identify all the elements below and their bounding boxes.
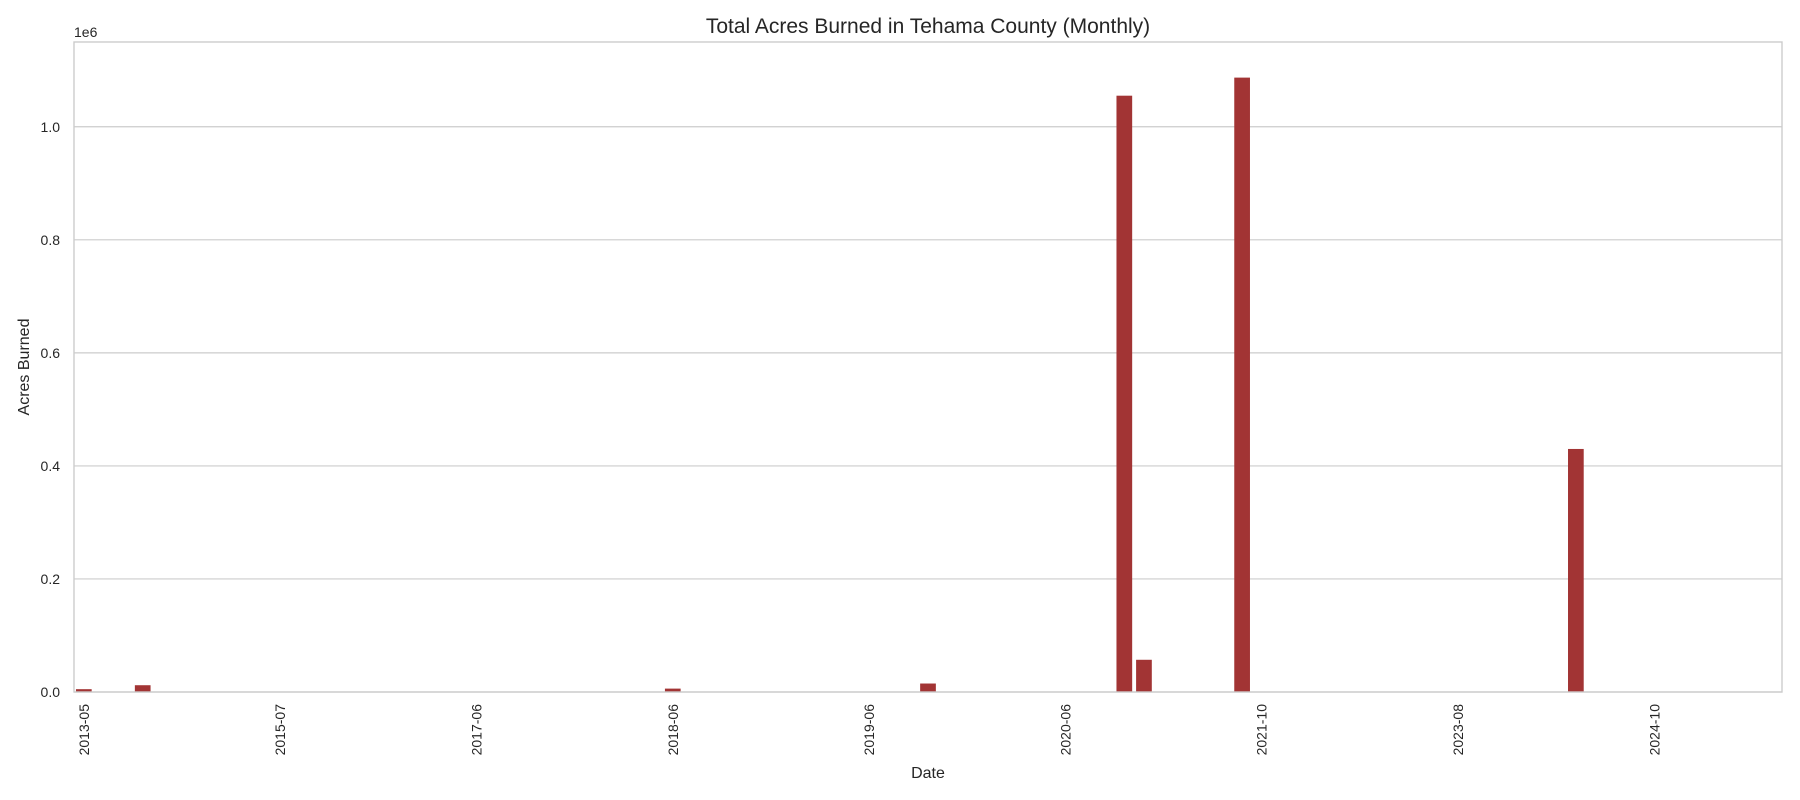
y-scale-multiplier: 1e6 [74,24,98,40]
x-tick-label: 2015-07 [272,704,288,756]
y-tick-label: 1.0 [41,119,61,135]
bar-2020-10 [1136,659,1152,692]
chart-title: Total Acres Burned in Tehama County (Mon… [706,15,1150,38]
y-axis-label: Acres Burned [16,319,33,416]
x-tick-label: 2024-10 [1646,704,1662,756]
y-tick-label: 0.8 [41,232,61,248]
x-tick-label: 2020-06 [1057,704,1073,756]
x-axis-label: Date [911,765,945,782]
x-tick-label: 2021-10 [1254,704,1270,756]
x-tick-label: 2018-06 [665,704,681,756]
bar-2024-06 [1568,448,1584,692]
x-tick-label: 2019-06 [861,704,877,756]
grid-lines [74,126,1782,693]
plot-frame [73,41,1783,693]
bar-2021-09 [1234,77,1250,692]
bar-2014-01 [134,685,151,692]
x-tick-label: 2023-08 [1450,704,1466,756]
y-tick-label: 0.0 [41,684,61,700]
x-tick-label: 2017-06 [468,704,484,756]
bar-2013-05 [75,689,92,692]
x-tick-labels: 2013-05 2015-07 2017-06 2018-06 2019-06 2020-… [76,704,1663,756]
bar-2020-09 [1116,95,1133,692]
y-tick-labels: 0.0 0.2 0.4 0.6 0.8 1.0 [41,119,61,700]
y-tick-label: 0.6 [41,345,61,361]
y-tick-label: 0.2 [41,571,61,587]
bar-2018-06 [664,688,681,692]
y-tick-label: 0.4 [41,458,61,474]
bars [75,77,1584,692]
bar-2019-09 [920,683,936,692]
x-tick-label: 2013-05 [76,704,92,756]
